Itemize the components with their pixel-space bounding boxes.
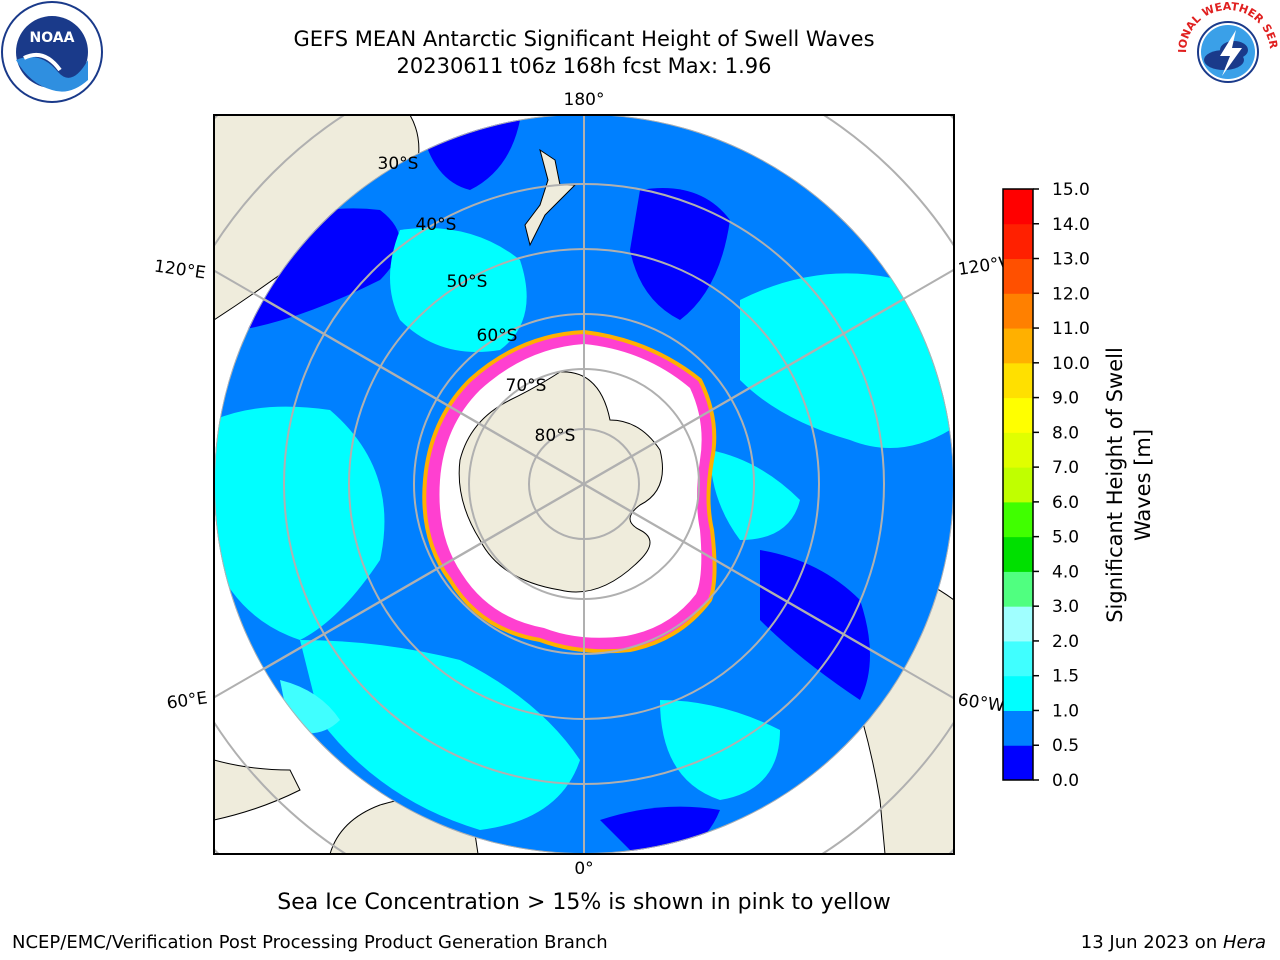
- colorbar-segment: [1003, 397, 1033, 433]
- colorbar-tick-label: 2.0: [1052, 632, 1079, 652]
- svg-text:NOAA: NOAA: [30, 30, 75, 46]
- map-frame: [213, 114, 955, 855]
- lon-label-60e: 60°E: [166, 688, 209, 713]
- colorbar-tick-label: 14.0: [1052, 215, 1090, 235]
- colorbar-tick-label: 7.0: [1052, 458, 1079, 478]
- swell-region-high: [300, 640, 580, 830]
- colorbar-segment: [1003, 501, 1033, 538]
- new-zealand-land: [524, 148, 577, 247]
- lon-label-180: 180°: [564, 90, 605, 110]
- colorbar-segment: [1003, 467, 1033, 503]
- colorbar-tick-label: 9.0: [1052, 389, 1079, 409]
- chart-title: GEFS MEAN Antarctic Significant Height o…: [293, 27, 875, 51]
- lat-label-40s: 40°S: [416, 215, 457, 235]
- colorbar-segment: [1003, 536, 1033, 572]
- lon-label-120e: 120°E: [153, 256, 207, 283]
- colorbar-tick-label: 11.0: [1052, 319, 1090, 339]
- polar-disc: [214, 114, 954, 854]
- colorbar-tick-label: 6.0: [1052, 493, 1079, 513]
- sea-ice-note: Sea Ice Concentration > 15% is shown in …: [277, 890, 891, 915]
- antarctica-land: [458, 371, 663, 593]
- colorbar-tick-label: 0.0: [1052, 771, 1079, 791]
- colorbar-segment: [1003, 745, 1033, 781]
- swell-region-high: [710, 450, 800, 540]
- lat-label-80s: 80°S: [535, 426, 576, 446]
- lat-label-70s: 70°S: [506, 376, 547, 396]
- colorbar-segment: [1003, 710, 1033, 746]
- footer-machine: Hera: [1222, 932, 1266, 953]
- colorbar-segment: [1003, 606, 1033, 642]
- colorbar-tick-label: 4.0: [1052, 562, 1079, 582]
- noaa-logo-icon: NOAA: [1, 1, 103, 103]
- colorbar-tick-label: 0.5: [1052, 736, 1079, 756]
- colorbar: 0.0 0.5 1.0 1.5 2.0 3.0 4.0 5.0 6.0 7.0 8.0 9.0 10.0…: [1002, 180, 1090, 791]
- nws-logo-icon: NATIONAL WEATHER SERVICE: [1176, 0, 1280, 100]
- colorbar-tick-label: 1.5: [1052, 667, 1079, 687]
- swell-region-high: [660, 700, 780, 800]
- lon-label-0: 0°: [574, 859, 593, 879]
- colorbar-segment: [1003, 675, 1033, 711]
- footer-date-text: 13 Jun 2023 on: [1080, 932, 1223, 953]
- footer-date: 13 Jun 2023 on Hera: [1081, 932, 1266, 953]
- colorbar-segment: [1003, 640, 1033, 677]
- colorbar-label-line2: Waves [m]: [1131, 429, 1155, 541]
- swell-region-low: [760, 550, 870, 700]
- graticule-outer: [214, 115, 954, 854]
- lat-label-50s: 50°S: [447, 272, 488, 292]
- colorbar-segment: [1003, 328, 1033, 364]
- colorbar-tick-label: 3.0: [1052, 597, 1079, 617]
- swell-region-high: [390, 228, 527, 352]
- colorbar-segment: [1003, 189, 1033, 225]
- swell-region-high: [214, 406, 385, 640]
- colorbar-tick-label: 12.0: [1052, 284, 1090, 304]
- colorbar-tick-label: 10.0: [1052, 354, 1090, 374]
- colorbar-segment: [1003, 432, 1033, 468]
- colorbar-segment: [1003, 258, 1033, 294]
- colorbar-tick-label: 5.0: [1052, 528, 1079, 548]
- colorbar-border: [1002, 188, 1034, 781]
- lat-label-60s: 60°S: [477, 326, 518, 346]
- footer-credit: NCEP/EMC/Verification Post Processing Pr…: [12, 932, 608, 953]
- colorbar-tick-label: 13.0: [1052, 250, 1090, 270]
- swell-region-high: [740, 273, 950, 448]
- swell-region-low: [630, 188, 730, 320]
- colorbar-tick-label: 15.0: [1052, 180, 1090, 200]
- colorbar-segment: [1003, 571, 1033, 607]
- lat-label-30s: 30°S: [378, 154, 419, 174]
- colorbar-segment: [1003, 223, 1033, 260]
- colorbar-tick-label: 8.0: [1052, 423, 1079, 443]
- colorbar-segment: [1003, 362, 1033, 399]
- madagascar-land: [214, 759, 301, 821]
- lon-label-60w: 60°W: [956, 690, 1005, 716]
- chart-subtitle: 20230611 t06z 168h fcst Max: 1.96: [396, 54, 772, 78]
- colorbar-tick-label: 1.0: [1052, 701, 1079, 721]
- colorbar-label-line1: Significant Height of Swell: [1103, 347, 1127, 623]
- colorbar-segment: [1003, 293, 1033, 329]
